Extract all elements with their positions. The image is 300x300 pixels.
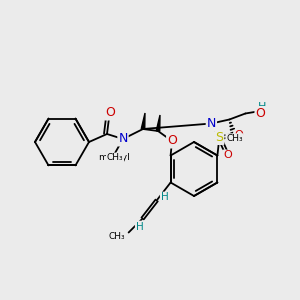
Text: O: O bbox=[167, 134, 177, 148]
Text: O: O bbox=[234, 130, 243, 140]
Text: S: S bbox=[215, 131, 223, 144]
Text: O: O bbox=[255, 107, 265, 120]
Text: CH₃: CH₃ bbox=[108, 232, 125, 241]
Text: methyl: methyl bbox=[114, 159, 119, 160]
Text: H: H bbox=[161, 193, 169, 202]
Text: CH₃: CH₃ bbox=[226, 134, 243, 143]
Polygon shape bbox=[156, 115, 160, 131]
Text: H: H bbox=[258, 101, 267, 112]
Polygon shape bbox=[141, 113, 145, 129]
Text: N: N bbox=[207, 117, 216, 130]
Text: N: N bbox=[118, 133, 128, 146]
Text: methyl: methyl bbox=[98, 154, 130, 163]
Text: O: O bbox=[105, 106, 115, 119]
Text: CH₃: CH₃ bbox=[107, 154, 123, 163]
Text: H: H bbox=[136, 221, 143, 232]
Text: O: O bbox=[223, 151, 232, 160]
